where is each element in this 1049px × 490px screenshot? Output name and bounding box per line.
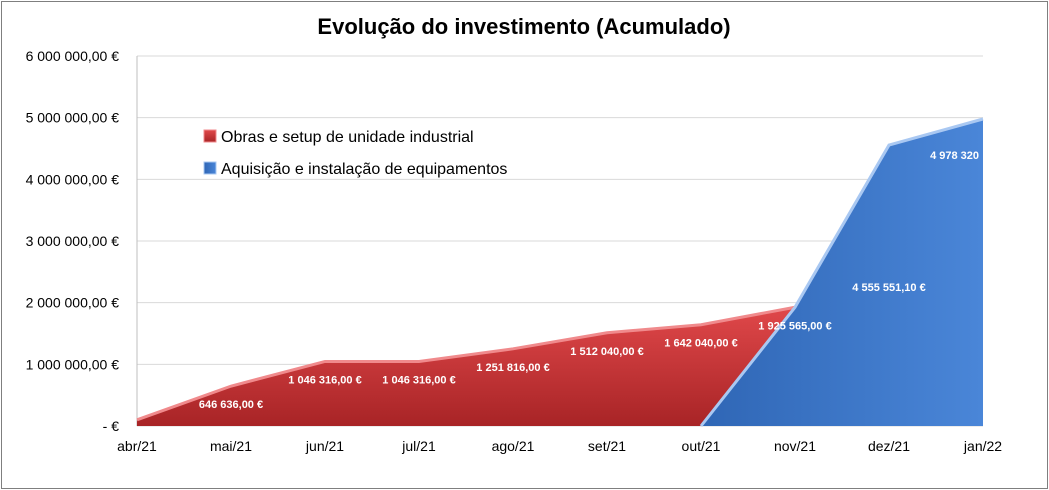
y-axis: - € 1 000 000,00 € 2 000 000,00 € 3 000 000…	[26, 48, 120, 434]
data-label: 1 251 816,00 €	[476, 362, 549, 374]
legend-label: Aquisição e instalação de equipamentos	[221, 161, 507, 178]
data-label: 1 642 040,00 €	[664, 338, 737, 350]
x-tick-label: mai/21	[210, 438, 252, 454]
x-axis: abr/21 mai/21 jun/21 jul/21 ago/21 set/21 out/…	[117, 438, 1002, 454]
data-label: 646 636,00 €	[199, 399, 263, 411]
x-tick-label: ago/21	[492, 438, 535, 454]
data-label: 4 555 551,10 €	[852, 282, 925, 294]
legend-label: Obras e setup de unidade industrial	[221, 129, 474, 146]
y-tick-label: 5 000 000,00 €	[26, 110, 120, 126]
legend: Obras e setup de unidade industrial Aquis…	[203, 129, 507, 178]
chart-title: Evolução do investimento (Acumulado)	[317, 14, 730, 39]
y-tick-label: - €	[103, 418, 120, 434]
x-tick-label: jun/21	[305, 438, 344, 454]
y-tick-label: 6 000 000,00 €	[26, 48, 120, 64]
x-tick-label: set/21	[588, 438, 626, 454]
area-top-edge-1	[136, 305, 796, 422]
x-tick-label: out/21	[682, 438, 721, 454]
x-tick-label: jul/21	[401, 438, 436, 454]
y-tick-label: 2 000 000,00 €	[26, 295, 120, 311]
x-tick-label: nov/21	[774, 438, 816, 454]
legend-swatch	[203, 161, 217, 175]
area-top-edge-2	[699, 117, 984, 427]
area-series-2	[701, 119, 983, 426]
data-label: 1 046 316,00 €	[288, 374, 361, 386]
data-labels: 646 636,00 € 1 046 316,00 € 1 046 316,00 €…	[199, 150, 979, 411]
data-label: 1 925 565,00 €	[758, 320, 831, 332]
legend-swatch	[203, 129, 217, 143]
y-tick-label: 4 000 000,00 €	[26, 171, 120, 187]
x-tick-label: abr/21	[117, 438, 157, 454]
x-tick-label: jan/22	[963, 438, 1002, 454]
series-areas	[136, 117, 984, 427]
data-label: 1 046 316,00 €	[382, 374, 455, 386]
y-tick-label: 3 000 000,00 €	[26, 233, 120, 249]
x-tick-label: dez/21	[868, 438, 910, 454]
area-series-1	[137, 307, 795, 426]
data-label: 4 978 320	[930, 150, 979, 162]
data-label: 1 512 040,00 €	[570, 346, 643, 358]
y-tick-label: 1 000 000,00 €	[26, 356, 120, 372]
